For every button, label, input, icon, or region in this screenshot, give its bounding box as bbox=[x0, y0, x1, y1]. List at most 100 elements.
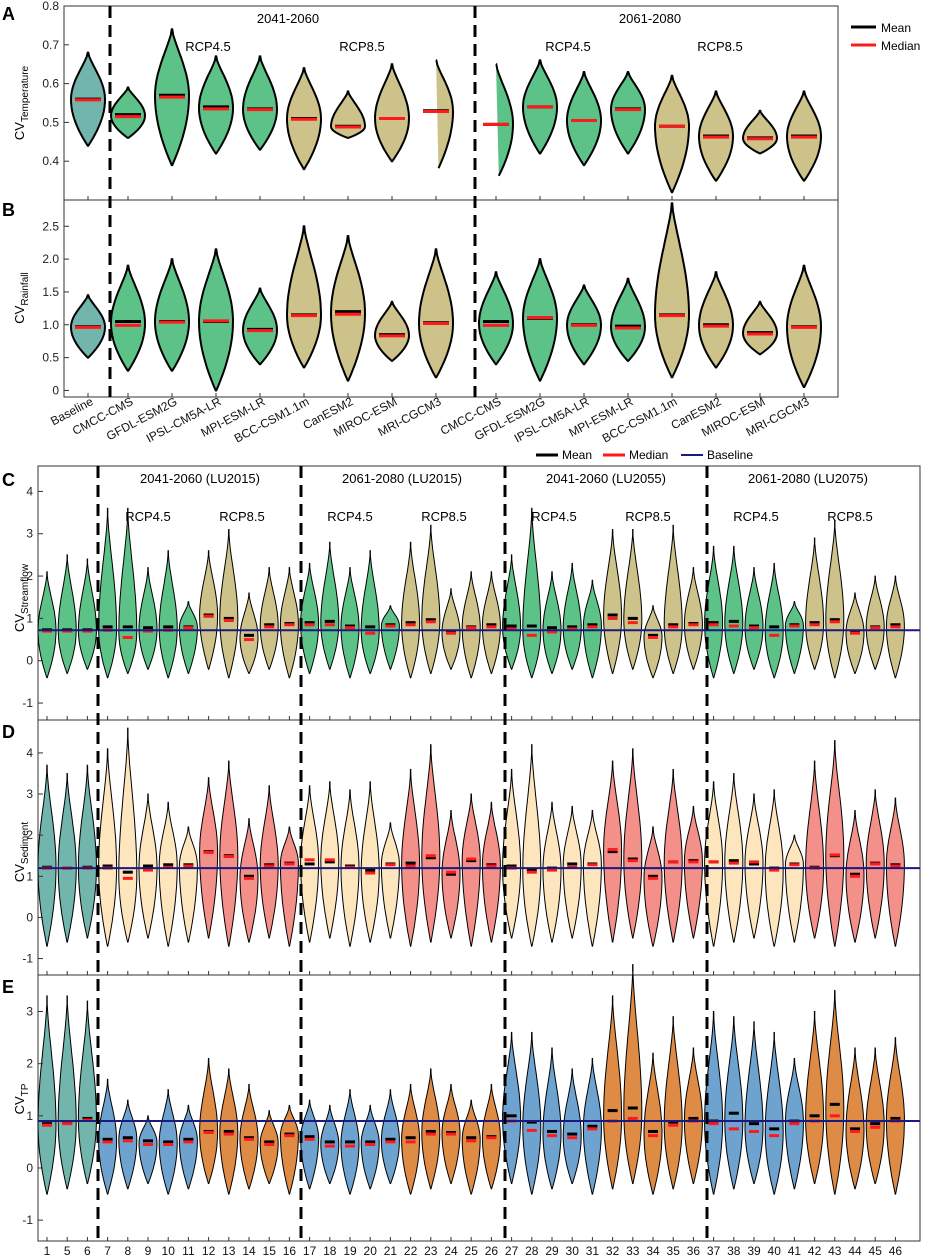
violin-e-35 bbox=[744, 1021, 764, 1185]
violin-d-18 bbox=[401, 768, 421, 947]
ytick-label-b: 1.0 bbox=[42, 318, 59, 332]
legend-baseline-label: Baseline bbox=[707, 448, 753, 462]
category-label-bottom-33: 37 bbox=[707, 1244, 721, 1258]
ytick-label-c: 4 bbox=[26, 484, 33, 498]
ytick-label-b: 1.5 bbox=[42, 285, 59, 299]
violin-e-7 bbox=[178, 1104, 198, 1190]
violin-e-40 bbox=[845, 1047, 865, 1190]
category-label-bottom-4: 8 bbox=[124, 1244, 131, 1258]
violin-d-33 bbox=[704, 781, 724, 947]
violin-b-9 bbox=[477, 271, 515, 366]
legend-top: Mean Median bbox=[851, 21, 920, 53]
period-label-c2: 2061-2080 (LU2015) bbox=[342, 471, 462, 486]
axis-ticks: 0.4 0.5 0.6 0.7 0.8 0 0.5 1.0 1.5 2.0 2.5 -1 0 1 2 3 4 -1… bbox=[22, 0, 896, 1241]
dividers bbox=[38, 6, 920, 1241]
scenario-label-c-rcp85-2: RCP8.5 bbox=[421, 509, 467, 524]
violin-d-23 bbox=[502, 768, 522, 939]
violin-c-24 bbox=[522, 507, 542, 679]
violin-d-42 bbox=[885, 797, 905, 947]
category-label-bottom-21: 25 bbox=[465, 1244, 479, 1258]
violin-b-2 bbox=[154, 258, 190, 372]
violin-a-13 bbox=[654, 74, 690, 194]
scenario-label-c-rcp45-3: RCP4.5 bbox=[531, 509, 577, 524]
category-label-bottom-13: 17 bbox=[303, 1244, 317, 1258]
violin-c-9 bbox=[219, 529, 239, 679]
category-label-bottom-18: 22 bbox=[404, 1244, 418, 1258]
period-label-2061-2080: 2061-2080 bbox=[619, 11, 681, 26]
violin-a-7 bbox=[373, 63, 411, 163]
violin-c-4 bbox=[118, 507, 138, 674]
category-label-bottom-7: 11 bbox=[182, 1244, 195, 1258]
violin-d-2 bbox=[77, 764, 97, 939]
scenario-label-rcp45-a: RCP4.5 bbox=[185, 39, 231, 54]
scenario-label-c-rcp85-1: RCP8.5 bbox=[219, 509, 265, 524]
category-label-bottom-9: 13 bbox=[222, 1244, 236, 1258]
legend-median-label: Median bbox=[881, 39, 920, 53]
violin-c-17 bbox=[380, 605, 400, 670]
violin-c-1 bbox=[57, 554, 77, 674]
violin-c-25 bbox=[542, 571, 562, 674]
category-label-bottom-42: 46 bbox=[889, 1244, 903, 1258]
violin-b-13 bbox=[653, 202, 691, 379]
ytick-label-e: 3 bbox=[26, 1005, 33, 1019]
category-label-bottom-32: 36 bbox=[687, 1244, 701, 1258]
violin-d-17 bbox=[380, 822, 400, 939]
category-label-bottom-6: 10 bbox=[162, 1244, 176, 1258]
violin-d-10 bbox=[239, 818, 259, 943]
violin-c-39 bbox=[825, 520, 845, 679]
category-label-bottom-0: 1 bbox=[44, 1244, 51, 1258]
ytick-label-a: 0.4 bbox=[42, 154, 59, 168]
violin-e-24 bbox=[522, 1031, 542, 1195]
category-label-bottom-24: 28 bbox=[525, 1244, 539, 1258]
category-label-bottom-41: 45 bbox=[869, 1244, 883, 1258]
violin-e-39 bbox=[825, 989, 845, 1195]
violin-e-30 bbox=[643, 1052, 663, 1195]
category-label-bottom-27: 31 bbox=[586, 1244, 600, 1258]
period-label-2041-2060: 2041-2060 bbox=[257, 11, 319, 26]
violin-d-30 bbox=[643, 826, 663, 947]
ytick-label-a: 0.6 bbox=[42, 77, 59, 91]
violin-c-41 bbox=[865, 575, 885, 670]
ytick-label-d: 4 bbox=[26, 746, 33, 760]
violin-d-1 bbox=[57, 772, 77, 943]
category-label-bottom-28: 32 bbox=[606, 1244, 620, 1258]
ytick-label-b: 2.0 bbox=[42, 252, 59, 266]
violin-c-38 bbox=[805, 537, 825, 670]
violin-e-0 bbox=[37, 995, 57, 1195]
violin-e-38 bbox=[805, 1010, 825, 1185]
violin-a-8 bbox=[435, 59, 455, 169]
violin-c-29 bbox=[623, 529, 643, 670]
violin-d-38 bbox=[805, 760, 825, 939]
violin-d-24 bbox=[522, 744, 542, 947]
violin-c-32 bbox=[683, 567, 703, 670]
category-label-bottom-23: 27 bbox=[505, 1244, 519, 1258]
violin-a-15 bbox=[741, 109, 779, 155]
violin-d-39 bbox=[825, 740, 845, 947]
violin-c-21 bbox=[461, 571, 481, 679]
violin-d-8 bbox=[199, 777, 219, 939]
violin-d-34 bbox=[724, 772, 744, 943]
ytick-label-c: -1 bbox=[22, 696, 33, 710]
ytick-label-d: 3 bbox=[26, 787, 33, 801]
violin-d-29 bbox=[623, 748, 643, 939]
ytick-label-b: 2.5 bbox=[42, 219, 59, 233]
violin-e-2 bbox=[77, 1000, 97, 1185]
violin-e-4 bbox=[118, 1099, 138, 1190]
violin-e-3 bbox=[98, 1078, 118, 1195]
violin-d-31 bbox=[663, 768, 683, 943]
ytick-label-d: -1 bbox=[22, 952, 33, 966]
violins bbox=[37, 28, 905, 1195]
category-label-bottom-30: 34 bbox=[646, 1244, 660, 1258]
ytick-label-e: 2 bbox=[26, 1057, 33, 1071]
violin-e-11 bbox=[259, 1110, 279, 1185]
violin-d-19 bbox=[421, 744, 441, 943]
scenario-label-c-rcp45-2: RCP4.5 bbox=[327, 509, 373, 524]
violin-e-32 bbox=[683, 1047, 703, 1185]
violin-d-6 bbox=[158, 801, 178, 947]
violin-d-27 bbox=[582, 809, 602, 947]
panel-letter-b: B bbox=[2, 200, 15, 220]
violin-c-34 bbox=[724, 545, 744, 674]
violin-b-1 bbox=[109, 264, 147, 372]
violin-e-1 bbox=[57, 995, 77, 1190]
